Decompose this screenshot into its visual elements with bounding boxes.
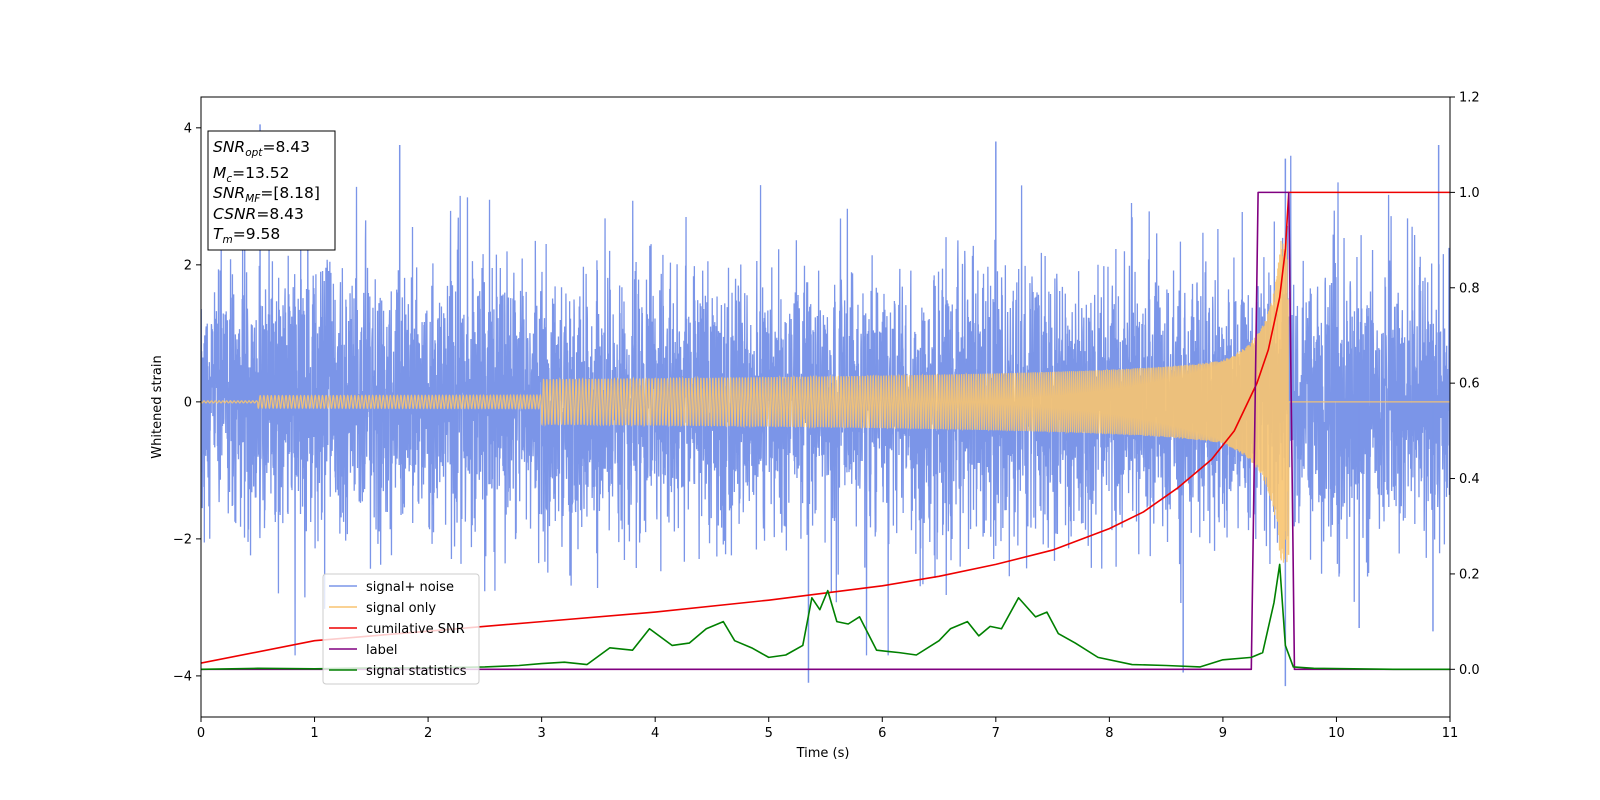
- x-tick-label: 4: [651, 726, 659, 741]
- legend-label-signal-noise: signal+ noise: [366, 580, 454, 595]
- y-axis-label: Whitened strain: [150, 355, 165, 458]
- y-tick-label: 0: [184, 395, 192, 410]
- series-signal-statistics-line: [201, 563, 1450, 671]
- info-csnr: CSNR=8.43: [213, 205, 304, 223]
- x-tick-label: 8: [1105, 726, 1113, 741]
- y-tick-label: 4: [184, 121, 192, 136]
- series-cumulative-snr-line: [201, 191, 1450, 664]
- x-tick-label: 11: [1442, 726, 1459, 741]
- x-tick-label: 2: [424, 726, 432, 741]
- legend-label-label: label: [366, 643, 397, 658]
- legend-label-signal-only: signal only: [366, 601, 436, 616]
- legend-label-cumulative-snr: cumilative SNR: [366, 622, 465, 637]
- x-tick-label: 3: [537, 726, 545, 741]
- series-signal-only-line: [201, 240, 1450, 563]
- info-box-frame: [207, 130, 336, 251]
- y2-tick-label: 0.0: [1459, 663, 1480, 678]
- x-tick-label: 6: [878, 726, 886, 741]
- x-tick-label: 1: [310, 726, 318, 741]
- x-tick-label: 5: [765, 726, 773, 741]
- x-axis-label: Time (s): [796, 746, 850, 761]
- x-tick-label: 9: [1219, 726, 1227, 741]
- y2-tick-label: 1.2: [1459, 91, 1480, 106]
- y2-tick-label: 0.4: [1459, 472, 1480, 487]
- legend: signal+ noise signal only cumilative SNR…: [322, 573, 480, 685]
- info-box: SNRopt=8.43 Mc=13.52 SNRMF=[8.18] CSNR=8…: [207, 130, 336, 251]
- x-tick-label: 7: [992, 726, 1000, 741]
- info-mc: Mc=13.52: [213, 164, 290, 185]
- info-csnr-value: 8.43: [269, 205, 304, 223]
- y-tick-label: 2: [184, 258, 192, 273]
- y-axis-right: 0.0 0.2 0.4 0.6 0.8 1.0 1.2: [1450, 91, 1480, 678]
- info-snr-mf: SNRMF=[8.18]: [213, 184, 320, 205]
- legend-label-signal-statistics: signal statistics: [366, 664, 467, 679]
- info-snr-mf-value: [8.18]: [273, 184, 320, 202]
- x-tick-label: 0: [197, 726, 205, 741]
- info-snr-opt-value: 8.43: [275, 138, 310, 156]
- info-tm: Tm=9.58: [213, 225, 280, 246]
- y2-tick-label: 0.6: [1459, 377, 1480, 392]
- x-axis: 0 1 2 3 4 5 6 7 8 9 10 11: [197, 717, 1458, 741]
- y2-tick-label: 0.8: [1459, 281, 1480, 296]
- info-mc-value: 13.52: [245, 164, 289, 182]
- x-tick-label: 10: [1328, 726, 1345, 741]
- y2-tick-label: 0.2: [1459, 567, 1480, 582]
- plot-frame: [200, 96, 1451, 718]
- info-tm-value: 9.58: [246, 225, 281, 243]
- legend-frame: [322, 573, 480, 685]
- y-axis-left: −4 −2 0 2 4: [173, 121, 201, 684]
- plot-series-layer: [201, 124, 1450, 687]
- y2-tick-label: 1.0: [1459, 186, 1480, 201]
- info-snr-opt: SNRopt=8.43: [213, 138, 310, 159]
- series-label-line: [201, 191, 1450, 671]
- y-tick-label: −4: [173, 669, 192, 684]
- y-tick-label: −2: [173, 532, 192, 547]
